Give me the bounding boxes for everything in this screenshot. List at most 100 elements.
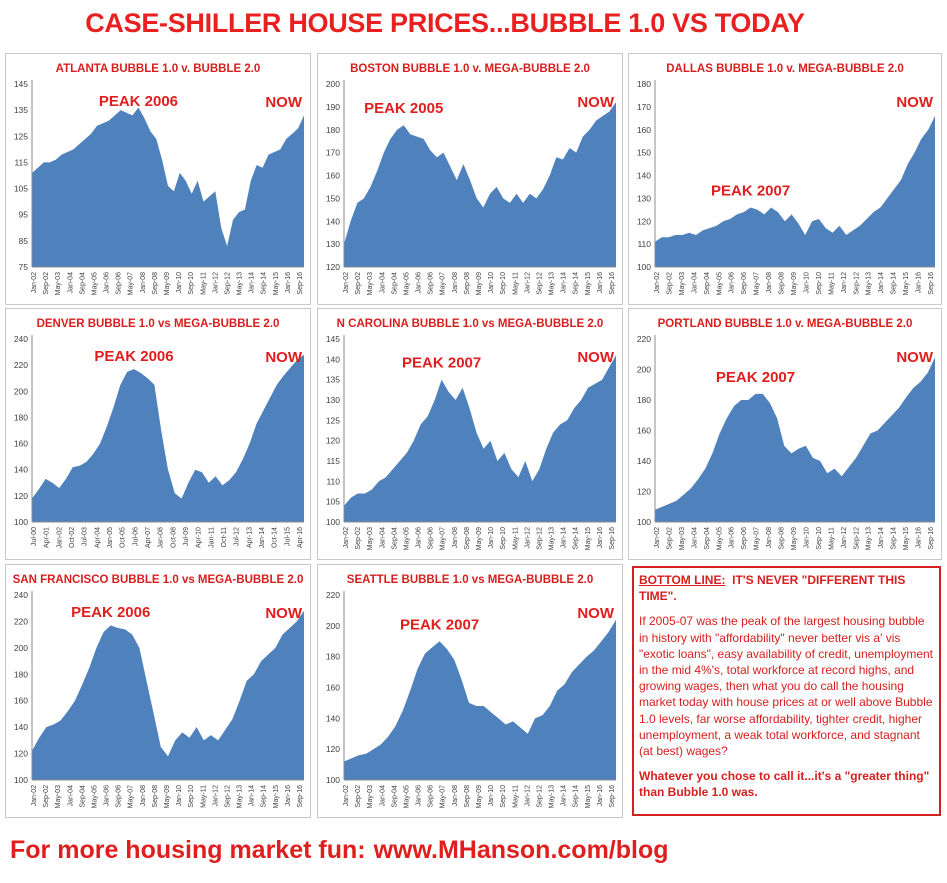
x-tick-label: Jan-06 bbox=[104, 785, 111, 807]
x-tick-label: May-11 bbox=[512, 785, 519, 808]
x-tick-label: Sep-16 bbox=[928, 272, 935, 295]
series-area bbox=[344, 102, 616, 267]
x-tick-label: May-05 bbox=[404, 527, 411, 550]
page-title: CASE-SHILLER HOUSE PRICES...BUBBLE 1.0 V… bbox=[85, 8, 805, 38]
x-tick-label: Jan-10 bbox=[176, 785, 183, 807]
x-tick-label: Sep-02 bbox=[355, 785, 362, 808]
chart-svg: 100 120 140 160 180 200 220 Jan-02 Sep-02 May-03 J… bbox=[637, 334, 935, 550]
x-tick-label: Sep-10 bbox=[188, 785, 195, 808]
x-tick-label: May-15 bbox=[585, 785, 592, 808]
footer-link[interactable]: www.MHanson.com/blog bbox=[373, 836, 669, 864]
peak-label: PEAK 2006 bbox=[99, 93, 178, 110]
x-tick-label: Sep-12 bbox=[225, 272, 232, 295]
y-tick-label: 120 bbox=[326, 262, 340, 272]
y-tick-label: 180 bbox=[326, 125, 340, 135]
y-tick-label: 160 bbox=[637, 426, 651, 436]
peak-label: PEAK 2006 bbox=[94, 348, 173, 365]
x-tick-label: Apr-10 bbox=[196, 527, 203, 548]
x-tick-label: Jan-04 bbox=[67, 785, 74, 807]
x-tick-label: Sep-08 bbox=[152, 785, 159, 808]
now-label: NOW bbox=[577, 349, 615, 366]
y-tick-label: 125 bbox=[14, 131, 28, 141]
bottom-line-heading-rest: IT'S NEVER "DIFFERENT THIS TIME". bbox=[639, 573, 906, 604]
y-tick-label: 140 bbox=[326, 216, 340, 226]
x-tick-label: Sep-16 bbox=[609, 272, 616, 295]
x-tick-label: May-15 bbox=[585, 527, 592, 550]
y-tick-label: 140 bbox=[326, 354, 340, 364]
series-area bbox=[32, 354, 304, 522]
x-tick-label: Jan-02 bbox=[654, 272, 661, 294]
y-tick-label: 135 bbox=[326, 375, 340, 385]
x-tick-label: Sep-12 bbox=[537, 785, 544, 808]
x-tick-label: May-09 bbox=[476, 272, 483, 295]
x-tick-label: May-07 bbox=[128, 785, 135, 808]
y-tick-label: 150 bbox=[637, 148, 651, 158]
peak-label: PEAK 2007 bbox=[400, 616, 479, 633]
y-tick-label: 240 bbox=[14, 590, 28, 600]
y-tick-label: 105 bbox=[326, 497, 340, 507]
x-tick-label: Jan-02 bbox=[31, 272, 38, 294]
chart-title: SEATTLE BUBBLE 1.0 vs MEGA-BUBBLE 2.0 bbox=[346, 574, 594, 586]
x-tick-label: Oct-02 bbox=[69, 527, 76, 548]
x-tick-label: Jul-12 bbox=[234, 527, 241, 546]
chart-svg: 100 110 120 130 140 150 160 170 180 Jan-02 Sep-02 M… bbox=[637, 79, 935, 295]
x-tick-label: Sep-06 bbox=[116, 785, 123, 808]
x-tick-label: Sep-04 bbox=[79, 785, 86, 808]
x-tick-label: Jul-00 bbox=[31, 527, 38, 546]
chart-svg: 100 120 140 160 180 200 220 240 Jul-00 Apr-01 Jan-… bbox=[14, 334, 304, 548]
y-tick-label: 180 bbox=[637, 79, 651, 89]
y-tick-label: 100 bbox=[14, 517, 28, 527]
x-tick-label: May-11 bbox=[828, 527, 835, 550]
chart-svg: 75 85 95 105 115 125 135 145 Jan-02 Sep-02 May-03 J… bbox=[14, 79, 304, 295]
y-tick-label: 120 bbox=[637, 216, 651, 226]
x-tick-label: Sep-14 bbox=[573, 785, 580, 808]
x-tick-label: Jan-06 bbox=[729, 527, 736, 549]
x-tick-label: Sep-14 bbox=[573, 272, 580, 295]
x-tick-label: Sep-06 bbox=[741, 272, 748, 295]
y-tick-label: 100 bbox=[637, 517, 651, 527]
y-tick-label: 135 bbox=[14, 105, 28, 115]
series-area bbox=[344, 619, 616, 780]
series-area bbox=[32, 107, 304, 267]
chart-title: ATLANTA BUBBLE 1.0 v. BUBBLE 2.0 bbox=[55, 63, 261, 75]
x-tick-label: May-11 bbox=[200, 785, 207, 808]
x-tick-label: Jan-12 bbox=[841, 527, 848, 549]
x-tick-label: Sep-06 bbox=[428, 527, 435, 550]
chart-svg: 100 120 140 160 180 200 220 240 Jan-02 Sep-02 May-… bbox=[14, 590, 304, 808]
x-tick-label: Apr-16 bbox=[297, 527, 304, 548]
series-area bbox=[655, 116, 935, 267]
y-tick-label: 145 bbox=[14, 79, 28, 89]
y-tick-label: 85 bbox=[19, 236, 29, 246]
x-tick-label: May-03 bbox=[367, 272, 374, 295]
y-tick-label: 115 bbox=[14, 157, 28, 167]
x-tick-label: Jan-02 bbox=[31, 785, 38, 807]
y-tick-label: 125 bbox=[326, 415, 340, 425]
y-tick-label: 200 bbox=[637, 365, 651, 375]
x-tick-label: May-07 bbox=[440, 527, 447, 550]
x-tick-label: Jan-04 bbox=[379, 785, 386, 807]
x-tick-label: Sep-06 bbox=[116, 272, 123, 295]
x-tick-label: Sep-08 bbox=[464, 527, 471, 550]
chart-panel-sanfrancisco: SAN FRANCISCO BUBBLE 1.0 vs MEGA-BUBBLE … bbox=[5, 564, 311, 818]
x-tick-label: Oct-08 bbox=[170, 527, 177, 548]
x-tick-label: Sep-06 bbox=[741, 527, 748, 550]
y-tick-label: 130 bbox=[326, 395, 340, 405]
x-tick-label: Jan-08 bbox=[452, 272, 459, 294]
x-tick-label: Sep-14 bbox=[261, 272, 268, 295]
x-tick-label: May-03 bbox=[679, 527, 686, 550]
x-tick-label: Sep-10 bbox=[816, 527, 823, 550]
x-tick-label: Jan-12 bbox=[212, 785, 219, 807]
x-tick-label: Jan-06 bbox=[416, 272, 423, 294]
x-tick-label: Jan-14 bbox=[561, 527, 568, 549]
x-tick-label: May-15 bbox=[903, 272, 910, 295]
x-tick-label: Jan-14 bbox=[561, 785, 568, 807]
x-tick-label: Jan-10 bbox=[488, 272, 495, 294]
y-tick-label: 170 bbox=[326, 148, 340, 158]
peak-label: PEAK 2007 bbox=[711, 183, 790, 200]
peak-label: PEAK 2007 bbox=[716, 369, 795, 386]
x-tick-label: Sep-12 bbox=[853, 527, 860, 550]
x-tick-label: Sep-08 bbox=[464, 785, 471, 808]
x-tick-label: Jan-08 bbox=[140, 785, 147, 807]
y-tick-label: 110 bbox=[637, 239, 651, 249]
footer-text: For more housing market fun: bbox=[10, 836, 366, 864]
